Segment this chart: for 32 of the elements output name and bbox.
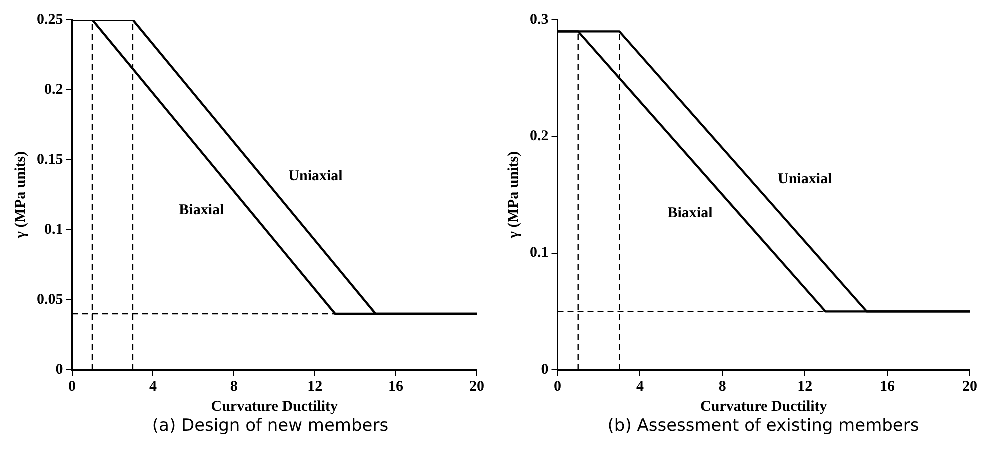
- y-tick-label: 0.1: [44, 222, 64, 238]
- x-tick-label: 20: [962, 378, 978, 395]
- x-tick-label: 12: [798, 378, 813, 395]
- x-axis-title: Curvature Ductility: [700, 398, 828, 415]
- text: (b) Assessment of existing members: [606, 416, 920, 436]
- y-tick-label: 0.25: [37, 12, 64, 28]
- text: (a) Design of new members: [151, 416, 390, 436]
- y-tick-label: 0.05: [37, 292, 64, 308]
- y-axis-title: γ (MPa units): [506, 151, 522, 240]
- y-tick-label: 0.15: [37, 152, 64, 168]
- x-axis-title: Curvature Ductility: [211, 398, 339, 415]
- series-label: Uniaxial: [778, 172, 832, 188]
- x-tick-label: 20: [470, 378, 484, 395]
- x-tick-label: 16: [880, 378, 896, 395]
- x-tick-label: 4: [149, 378, 158, 395]
- y-axis-title: γ (MPa units): [12, 151, 29, 240]
- series-label: Biaxial: [179, 202, 224, 218]
- x-tick-label: 0: [68, 378, 76, 395]
- x-tick-label: 0: [554, 378, 562, 395]
- x-tick-label: 12: [308, 378, 323, 395]
- y-tick-label: 0.3: [530, 12, 549, 28]
- y-tick-label: 0: [541, 362, 549, 378]
- y-tick-label: 0.2: [530, 128, 549, 145]
- x-tick-label: 8: [718, 378, 726, 395]
- y-tick-label: 0: [56, 362, 64, 378]
- series-label: Biaxial: [668, 206, 713, 222]
- y-tick-label: 0.2: [44, 82, 64, 98]
- series-label: Uniaxial: [288, 168, 343, 184]
- x-tick-label: 16: [388, 378, 404, 395]
- y-tick-label: 0.1: [530, 245, 549, 262]
- x-tick-label: 4: [636, 378, 644, 395]
- x-tick-label: 8: [230, 378, 238, 395]
